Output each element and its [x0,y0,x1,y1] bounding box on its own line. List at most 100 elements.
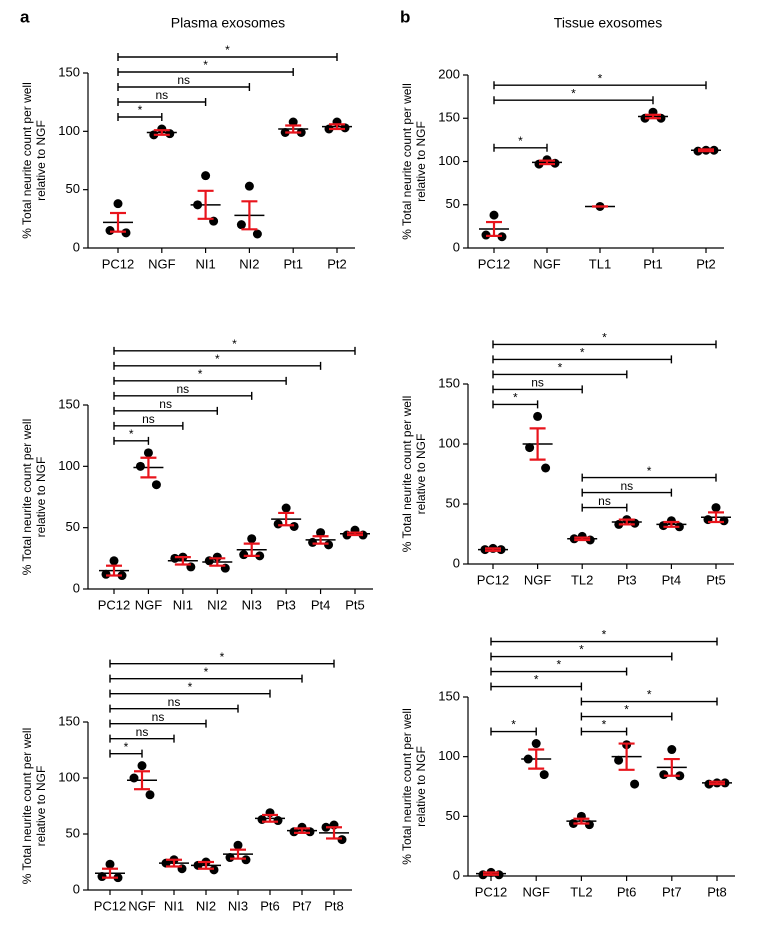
x-tick-label: Pt2 [696,256,716,271]
significance-label: * [602,718,607,732]
x-tick-label: Pt4 [311,597,331,612]
error-bar [134,770,150,791]
significance-label: ns [152,710,165,724]
significance-label: * [518,134,523,148]
significance-label: ns [177,73,190,87]
error-bar [197,189,214,220]
data-point [151,480,161,490]
y-tick-label: 200 [438,66,460,81]
chart-title: Plasma exosomes [171,15,285,31]
x-tick-label: PC12 [475,884,508,899]
y-axis-label: relative to NGF [414,121,428,202]
y-tick-label: 0 [73,580,80,595]
x-tick-label: TL2 [570,884,592,899]
significance-bracket [109,719,207,728]
error-bar [262,813,278,823]
x-tick-label: Pt1 [643,256,663,271]
error-bar [140,456,157,479]
significance-bracket [490,682,583,691]
significance-bracket [117,68,294,76]
data-point [236,220,246,230]
data-point [667,745,677,755]
y-tick-label: 100 [58,769,80,784]
significance-label: * [198,367,203,381]
data-point [281,503,291,513]
x-tick-label: Pt5 [706,572,726,587]
data-point [273,816,283,826]
error-bar [166,858,182,868]
significance-label: ns [598,494,611,508]
error-bar [663,520,680,528]
data-point [659,770,669,780]
data-point [129,773,139,783]
error-bar [106,564,122,577]
significance-bracket [493,143,548,152]
x-tick-label: NI1 [164,898,184,913]
significance-bracket [117,53,338,61]
x-tick-label: Pt7 [292,898,312,913]
significance-bracket [580,697,718,706]
data-point [541,463,551,473]
data-point [244,181,254,191]
x-tick-label: NI2 [239,256,259,271]
data-point [297,822,307,832]
error-bar [329,123,345,131]
y-axis-label: % Total neurite count per well [20,419,34,576]
data-point [630,779,640,789]
x-tick-label: NGF [128,898,156,913]
significance-bracket [117,113,163,121]
significance-bracket [581,473,717,482]
y-tick-label: 0 [453,867,460,882]
significance-bracket [490,667,628,676]
significance-label: ns [168,695,181,709]
error-bar [574,536,591,542]
significance-label: * [534,673,539,687]
significance-bracket [113,406,218,415]
significance-label: ns [155,88,168,102]
significance-bracket [493,96,654,105]
significance-label: ns [177,382,190,396]
x-tick-label: NGF [135,597,163,612]
error-bar [198,860,214,870]
significance-bracket [109,659,335,668]
significance-bracket [113,376,287,385]
data-point [305,827,315,837]
data-point [489,210,499,220]
data-point [316,528,326,538]
error-bar [708,511,724,524]
significance-bracket [117,83,251,91]
x-tick-label: PC12 [102,256,135,271]
significance-bracket [109,704,239,713]
error-bar [698,148,714,153]
significance-label: ns [136,725,149,739]
y-axis-label: % Total neurite count per well [400,396,414,553]
significance-bracket [113,391,253,400]
panel-letter: a [20,7,30,26]
significance-bracket [492,355,673,364]
error-bar [230,848,246,860]
error-bar [573,817,590,825]
significance-label: * [647,688,652,702]
significance-label: * [571,86,576,100]
error-bar [110,211,126,233]
data-point [288,117,298,127]
x-tick-label: NGF [522,884,550,899]
significance-label: * [204,665,209,679]
x-tick-label: NGF [524,572,552,587]
y-tick-label: 150 [58,713,80,728]
error-bar [539,159,555,166]
y-tick-label: 50 [66,519,80,534]
significance-bracket [113,346,356,355]
significance-label: * [203,58,208,72]
x-tick-label: NI2 [207,597,227,612]
data-point [121,228,131,238]
data-point [337,835,347,845]
y-tick-label: 0 [453,555,460,570]
y-tick-label: 100 [58,123,80,138]
data-point [239,550,249,560]
y-axis-label: relative to NGF [414,434,428,515]
significance-label: * [556,658,561,672]
significance-bracket [490,637,718,646]
significance-label: * [511,718,516,732]
